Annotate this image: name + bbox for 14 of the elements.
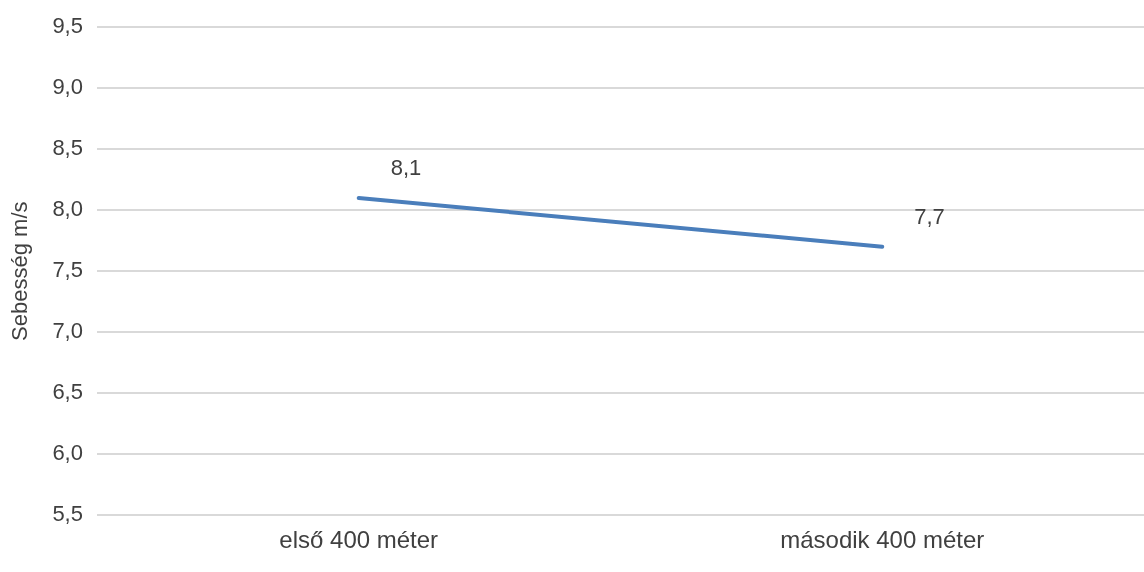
data-label: 7,7 — [914, 203, 945, 229]
y-tick-label: 8,0 — [52, 196, 83, 222]
y-tick-label: 7,0 — [52, 318, 83, 344]
y-axis-title: Sebesség m/s — [7, 201, 33, 341]
y-tick-label: 7,5 — [52, 257, 83, 283]
y-tick-label: 9,5 — [52, 13, 83, 39]
data-label: 8,1 — [390, 155, 422, 181]
y-tick-label: 8,5 — [52, 135, 83, 161]
y-tick-label: 9,0 — [52, 74, 83, 100]
x-tick-label: második 400 méter — [780, 526, 985, 554]
x-tick-label: első 400 méter — [279, 526, 439, 554]
y-tick-label: 5,5 — [52, 501, 83, 527]
y-tick-label: 6,0 — [52, 440, 83, 466]
y-tick-label: 6,5 — [52, 379, 83, 405]
